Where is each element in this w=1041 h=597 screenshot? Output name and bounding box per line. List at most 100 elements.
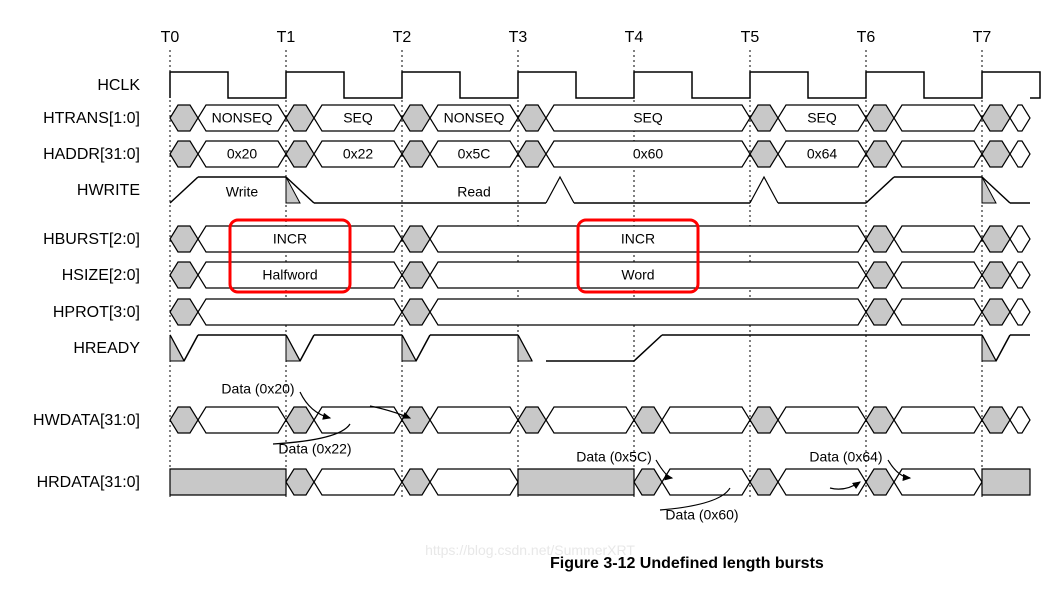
hrdata-seg bbox=[170, 469, 286, 495]
figure-caption: Figure 3-12 Undefined length bursts bbox=[550, 555, 824, 572]
htrans-text: SEQ bbox=[633, 110, 663, 126]
htrans-text: SEQ bbox=[807, 110, 837, 126]
htrans-seg bbox=[518, 105, 546, 131]
haddr-seg bbox=[866, 141, 894, 167]
haddr-seg bbox=[750, 141, 778, 167]
hprot-seg bbox=[430, 299, 866, 325]
hsize-seg bbox=[982, 262, 1010, 288]
hwdata-seg bbox=[982, 407, 1010, 433]
hwdata-seg bbox=[546, 407, 634, 433]
hsize-seg bbox=[1010, 262, 1030, 288]
htrans-seg bbox=[982, 105, 1010, 131]
time-label: T7 bbox=[973, 29, 992, 46]
hburst-text: INCR bbox=[273, 231, 307, 247]
htrans-seg bbox=[750, 105, 778, 131]
haddr-seg bbox=[982, 141, 1010, 167]
svg-text:Write: Write bbox=[226, 184, 259, 200]
hwdata-seg bbox=[1010, 407, 1030, 433]
hwdata-seg bbox=[198, 407, 286, 433]
htrans-text: NONSEQ bbox=[212, 110, 273, 126]
haddr-seg bbox=[402, 141, 430, 167]
hsize-text: Word bbox=[621, 267, 654, 283]
hburst-seg bbox=[866, 226, 894, 252]
hwdata-seg bbox=[634, 407, 662, 433]
time-label: T0 bbox=[161, 29, 180, 46]
hburst-seg bbox=[894, 226, 982, 252]
hsize-text: Halfword bbox=[262, 267, 317, 283]
hsize-seg bbox=[402, 262, 430, 288]
timing-diagram: https://blog.csdn.net/SummerXRTT0T1T2T3T… bbox=[10, 10, 1041, 587]
hsize-seg bbox=[894, 262, 982, 288]
haddr-seg bbox=[170, 141, 198, 167]
htrans-seg bbox=[170, 105, 198, 131]
time-label: T2 bbox=[393, 29, 412, 46]
hprot-seg bbox=[866, 299, 894, 325]
hwdata-seg bbox=[518, 407, 546, 433]
hburst-seg bbox=[982, 226, 1010, 252]
time-label: T5 bbox=[741, 29, 760, 46]
hprot-seg bbox=[894, 299, 982, 325]
hrdata-seg bbox=[982, 469, 1030, 495]
hrdata-seg bbox=[402, 469, 430, 495]
data-annotation: Data (0x20) bbox=[221, 381, 294, 397]
hburst-text: INCR bbox=[621, 231, 655, 247]
haddr-text: 0x20 bbox=[227, 146, 258, 162]
hburst-seg bbox=[170, 226, 198, 252]
hwdata-seg bbox=[894, 407, 982, 433]
htrans-seg bbox=[866, 105, 894, 131]
data-annotation: Data (0x5C) bbox=[576, 449, 651, 465]
time-label: T6 bbox=[857, 29, 876, 46]
hprot-seg bbox=[1010, 299, 1030, 325]
hwdata-seg bbox=[430, 407, 518, 433]
hprot-seg bbox=[170, 299, 198, 325]
signal-label: HWRITE bbox=[77, 182, 140, 199]
hrdata-seg bbox=[634, 469, 662, 495]
hwdata-seg bbox=[866, 407, 894, 433]
hsize-seg bbox=[170, 262, 198, 288]
hprot-seg bbox=[198, 299, 402, 325]
haddr-seg bbox=[1010, 141, 1030, 167]
haddr-text: 0x64 bbox=[807, 146, 838, 162]
htrans-seg bbox=[286, 105, 314, 131]
signal-label: HWDATA[31:0] bbox=[33, 412, 140, 429]
hprot-seg bbox=[982, 299, 1010, 325]
hrdata-seg bbox=[662, 469, 750, 495]
htrans-seg bbox=[402, 105, 430, 131]
hwdata-seg bbox=[402, 407, 430, 433]
hwdata-seg bbox=[750, 407, 778, 433]
hrdata-seg bbox=[894, 469, 982, 495]
hsize-seg bbox=[866, 262, 894, 288]
signal-label: HBURST[2:0] bbox=[43, 231, 140, 248]
hclk-wave bbox=[170, 72, 1040, 98]
signal-label: HTRANS[1:0] bbox=[43, 110, 140, 127]
data-annotation: Data (0x60) bbox=[665, 507, 738, 523]
hprot-seg bbox=[402, 299, 430, 325]
hrdata-seg bbox=[518, 469, 634, 495]
hrdata-seg bbox=[430, 469, 518, 495]
signal-label: HPROT[3:0] bbox=[53, 304, 140, 321]
haddr-text: 0x5C bbox=[458, 146, 491, 162]
haddr-seg bbox=[518, 141, 546, 167]
hwdata-seg bbox=[662, 407, 750, 433]
hrdata-seg bbox=[866, 469, 894, 495]
haddr-seg bbox=[894, 141, 982, 167]
timing-svg: https://blog.csdn.net/SummerXRTT0T1T2T3T… bbox=[10, 10, 1041, 587]
hrdata-seg bbox=[314, 469, 402, 495]
hrdata-seg bbox=[286, 469, 314, 495]
time-label: T1 bbox=[277, 29, 296, 46]
signal-label: HREADY bbox=[73, 340, 140, 357]
haddr-text: 0x22 bbox=[343, 146, 374, 162]
hrdata-seg bbox=[750, 469, 778, 495]
hburst-seg bbox=[402, 226, 430, 252]
hwdata-seg bbox=[286, 407, 314, 433]
htrans-seg bbox=[1010, 105, 1030, 131]
haddr-text: 0x60 bbox=[633, 146, 664, 162]
hburst-seg bbox=[1010, 226, 1030, 252]
data-annotation: Data (0x64) bbox=[809, 449, 882, 465]
signal-label: HADDR[31:0] bbox=[43, 146, 140, 163]
hwdata-seg bbox=[778, 407, 866, 433]
signal-label: HCLK bbox=[97, 77, 140, 94]
signal-label: HSIZE[2:0] bbox=[62, 267, 140, 284]
hrdata-seg bbox=[778, 469, 866, 495]
hwdata-seg bbox=[170, 407, 198, 433]
